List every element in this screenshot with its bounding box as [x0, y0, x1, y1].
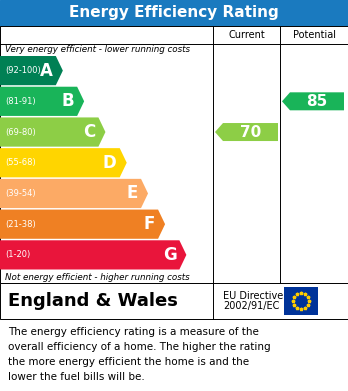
- Bar: [0, 283, 348, 319]
- Text: EU Directive: EU Directive: [223, 291, 283, 301]
- Text: Current: Current: [228, 30, 265, 40]
- Text: The energy efficiency rating is a measure of the: The energy efficiency rating is a measur…: [8, 327, 259, 337]
- Text: F: F: [144, 215, 155, 233]
- Text: 85: 85: [306, 94, 327, 109]
- Text: (81-91): (81-91): [5, 97, 35, 106]
- Text: C: C: [83, 123, 95, 141]
- Text: B: B: [62, 92, 74, 110]
- Text: 2002/91/EC: 2002/91/EC: [223, 301, 279, 311]
- Bar: [0, 26, 348, 283]
- Polygon shape: [0, 240, 187, 269]
- Text: (1-20): (1-20): [5, 250, 30, 259]
- Text: (21-38): (21-38): [5, 220, 36, 229]
- Text: (69-80): (69-80): [5, 127, 36, 136]
- Text: (39-54): (39-54): [5, 189, 35, 198]
- Text: D: D: [103, 154, 117, 172]
- Text: A: A: [40, 62, 53, 80]
- Text: overall efficiency of a home. The higher the rating: overall efficiency of a home. The higher…: [8, 342, 271, 352]
- Polygon shape: [215, 123, 278, 141]
- Text: Not energy efficient - higher running costs: Not energy efficient - higher running co…: [5, 273, 190, 282]
- Text: (92-100): (92-100): [5, 66, 41, 75]
- Polygon shape: [0, 148, 127, 178]
- Text: lower the fuel bills will be.: lower the fuel bills will be.: [8, 372, 145, 382]
- Text: E: E: [127, 185, 138, 203]
- Bar: [284, 287, 318, 315]
- Text: Potential: Potential: [293, 30, 335, 40]
- Text: 70: 70: [240, 125, 261, 140]
- Text: England & Wales: England & Wales: [8, 292, 178, 310]
- Polygon shape: [0, 210, 165, 239]
- Text: Very energy efficient - lower running costs: Very energy efficient - lower running co…: [5, 45, 190, 54]
- Text: the more energy efficient the home is and the: the more energy efficient the home is an…: [8, 357, 249, 367]
- Polygon shape: [282, 92, 344, 110]
- Text: G: G: [163, 246, 176, 264]
- Text: Energy Efficiency Rating: Energy Efficiency Rating: [69, 5, 279, 20]
- Polygon shape: [0, 56, 63, 85]
- Bar: [0, 0, 348, 26]
- Text: (55-68): (55-68): [5, 158, 36, 167]
- Polygon shape: [0, 117, 105, 147]
- Polygon shape: [0, 87, 84, 116]
- Polygon shape: [0, 179, 148, 208]
